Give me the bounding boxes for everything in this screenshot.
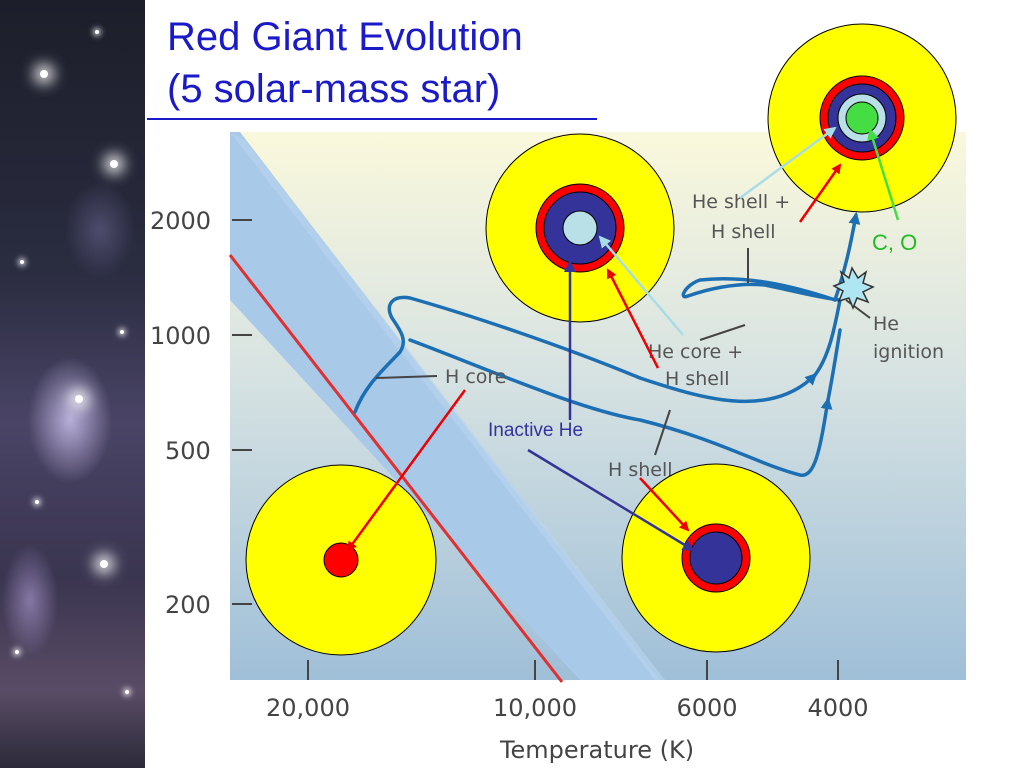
star bbox=[20, 260, 24, 264]
y-tick-label: 200 bbox=[165, 591, 211, 619]
slide-title-line-1: Red Giant Evolution bbox=[167, 15, 523, 59]
main-sequence-band-edge bbox=[230, 132, 665, 680]
star bbox=[15, 650, 19, 654]
title-underline bbox=[147, 118, 597, 120]
star bbox=[40, 70, 48, 78]
slide-title-line-2: (5 solar-mass star) bbox=[167, 67, 501, 111]
label-he-core-h-shell: He core + bbox=[648, 341, 743, 363]
label-he-shell-h-shell: He shell + bbox=[692, 191, 790, 213]
x-tick-label: 10,000 bbox=[493, 694, 577, 722]
star bbox=[100, 560, 108, 568]
leader-lines bbox=[375, 248, 871, 456]
y-tick-label: 2000 bbox=[150, 207, 211, 235]
label-he-ignition: He bbox=[873, 313, 899, 335]
he-ignition-burst bbox=[832, 266, 875, 311]
star-he-core bbox=[485, 133, 675, 323]
star-main-sequence bbox=[245, 464, 437, 656]
star-h-shell bbox=[621, 463, 811, 653]
star bbox=[75, 395, 83, 403]
main-sequence-line bbox=[228, 254, 564, 683]
star bbox=[110, 160, 118, 168]
x-axis: 20,000 10,000 6000 4000 Temperature (K) bbox=[266, 660, 869, 764]
starfield-image bbox=[0, 0, 145, 768]
label-h-shell: H shell bbox=[608, 459, 673, 481]
y-tick-label: 500 bbox=[165, 437, 211, 465]
annotation-arrows bbox=[346, 126, 900, 552]
label-h-core: H core bbox=[445, 366, 506, 388]
y-tick-label: 1000 bbox=[150, 322, 211, 350]
label-he-core-h-shell: H shell bbox=[665, 368, 730, 390]
x-tick-label: 20,000 bbox=[266, 694, 350, 722]
star bbox=[35, 500, 39, 504]
star-he-shell bbox=[767, 23, 957, 213]
x-tick-label: 6000 bbox=[676, 694, 737, 722]
star bbox=[125, 690, 129, 694]
y-axis: 2000 1000 500 200 bbox=[150, 207, 252, 619]
x-axis-label: Temperature (K) bbox=[499, 736, 694, 764]
label-he-shell-h-shell: H shell bbox=[711, 221, 776, 243]
star bbox=[95, 30, 99, 34]
star bbox=[120, 330, 124, 334]
label-co: C, O bbox=[872, 230, 917, 255]
label-inactive-he: Inactive He bbox=[488, 420, 583, 441]
x-tick-label: 4000 bbox=[807, 694, 868, 722]
label-he-ignition: ignition bbox=[873, 341, 944, 363]
evolution-track bbox=[353, 212, 861, 477]
